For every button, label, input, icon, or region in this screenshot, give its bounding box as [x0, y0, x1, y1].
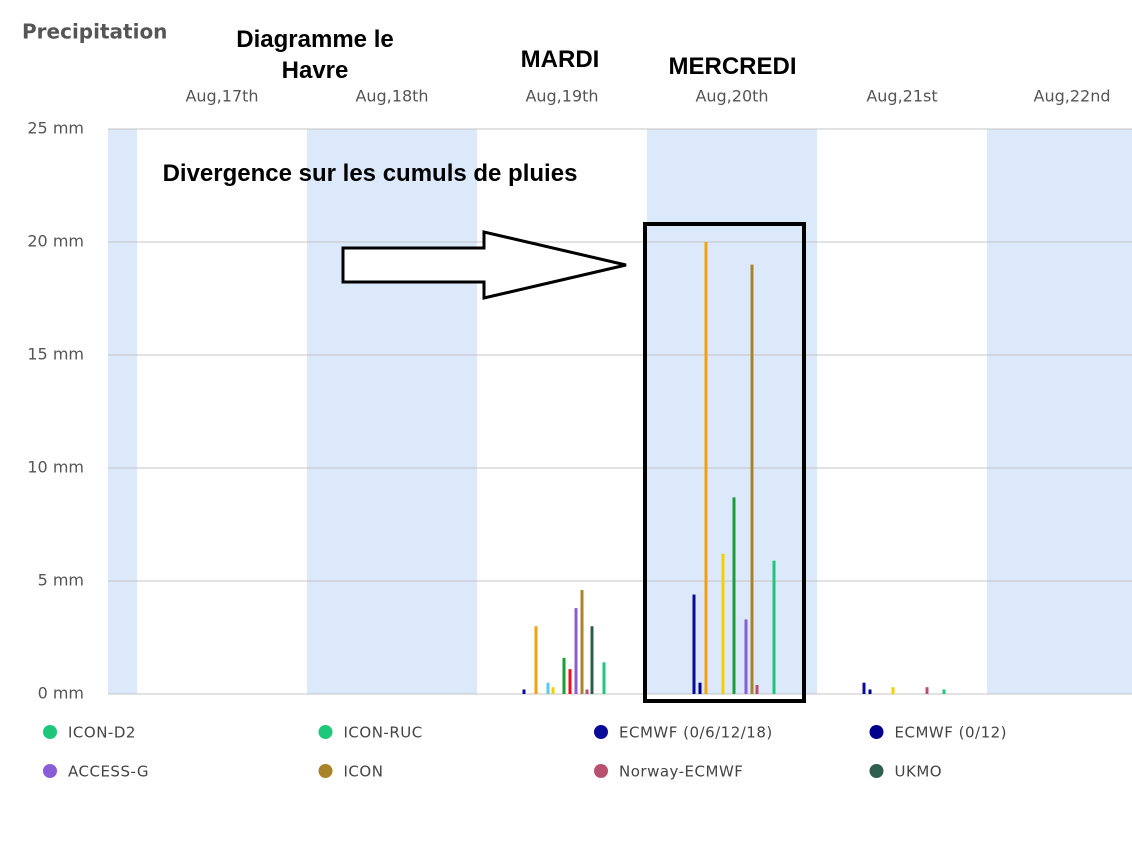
bar	[580, 590, 584, 694]
x-tick-label: Aug,21st	[866, 87, 937, 106]
legend-marker	[43, 725, 57, 739]
bar	[862, 682, 866, 694]
legend-label: ICON-RUC	[344, 724, 423, 742]
bar	[602, 662, 606, 694]
y-tick-label: 20 mm	[27, 232, 84, 251]
x-tick-label: Aug,17th	[185, 87, 258, 106]
bar	[744, 619, 748, 694]
bar	[704, 242, 708, 694]
annotation: Diagramme le Havre	[236, 26, 394, 85]
x-tick-label: Aug,22nd	[1034, 87, 1111, 106]
annotation: MARDI	[520, 46, 600, 73]
legend-label: ACCESS-G	[68, 763, 149, 781]
bar	[590, 626, 594, 694]
bar	[546, 682, 550, 694]
bar	[755, 684, 759, 694]
legend-marker	[594, 764, 608, 778]
legend-marker	[869, 764, 884, 778]
bar	[574, 608, 578, 694]
y-tick-label: 5 mm	[38, 571, 84, 590]
bar	[534, 626, 538, 694]
bar	[568, 669, 572, 694]
annotation: Divergence sur les cumuls de pluies	[162, 160, 578, 187]
y-tick-label: 15 mm	[27, 345, 84, 364]
bar	[551, 687, 555, 694]
bar	[522, 689, 526, 694]
day-band	[987, 129, 1132, 694]
legend-label: UKMO	[895, 763, 943, 781]
bar	[772, 560, 776, 694]
y-tick-label: 25 mm	[27, 119, 84, 138]
day-band	[307, 129, 477, 694]
bar	[585, 689, 589, 694]
legend-marker	[318, 725, 333, 739]
annotation: MERCREDI	[668, 53, 797, 80]
legend-label: ICON	[344, 763, 384, 781]
bar	[868, 689, 872, 694]
legend-label: ECMWF (0/12)	[895, 724, 1008, 742]
chart-title: Precipitation	[22, 20, 167, 44]
bar	[925, 687, 929, 694]
y-tick-label: 10 mm	[27, 458, 84, 477]
arrow	[341, 230, 627, 300]
legend-label: Norway-ECMWF	[619, 763, 743, 781]
day-band	[108, 129, 137, 694]
highlight-box	[643, 222, 806, 703]
legend-marker	[43, 764, 57, 778]
legend-label: ICON-D2	[68, 724, 136, 742]
bar	[562, 657, 566, 694]
legend-label: ECMWF (0/6/12/18)	[619, 724, 773, 742]
legend-marker	[594, 725, 608, 739]
y-tick-label: 0 mm	[38, 684, 84, 703]
x-tick-label: Aug,20th	[695, 87, 768, 106]
bar	[891, 687, 895, 694]
day-band	[647, 129, 817, 694]
bar	[942, 689, 946, 694]
legend-marker	[869, 725, 884, 739]
bar	[732, 497, 736, 694]
legend-marker	[318, 764, 333, 778]
x-tick-label: Aug,19th	[525, 87, 598, 106]
x-tick-label: Aug,18th	[355, 87, 428, 106]
bar	[692, 594, 696, 694]
bar	[750, 264, 754, 694]
bar	[721, 553, 725, 694]
bar	[698, 682, 702, 694]
